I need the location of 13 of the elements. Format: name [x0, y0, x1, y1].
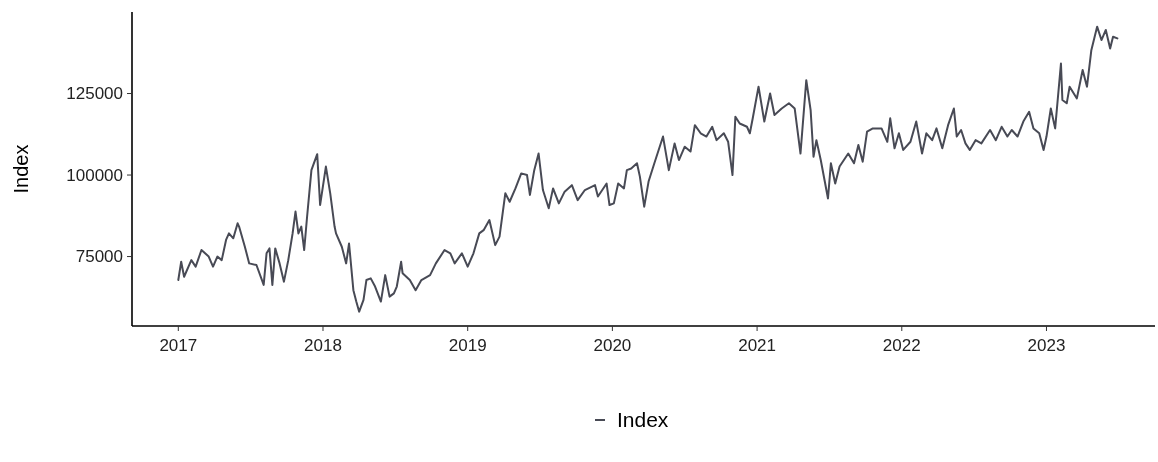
x-tick-label: 2020: [593, 336, 632, 355]
x-tick-label: 2022: [882, 336, 921, 355]
y-tick-label: 125000: [66, 84, 123, 104]
y-axis-title: Index: [10, 144, 32, 194]
legend-label: Index: [617, 408, 669, 432]
x-tick-label: 2019: [448, 336, 487, 355]
y-tick-label: 100000: [66, 165, 123, 185]
x-tick-label: 2023: [1027, 336, 1066, 355]
line-series: [177, 25, 1119, 313]
x-tick-label: 2018: [304, 336, 342, 355]
y-tick-label: 75000: [75, 247, 123, 267]
x-tick-label: 2017: [159, 336, 198, 355]
x-tick-label: 2021: [738, 336, 776, 355]
